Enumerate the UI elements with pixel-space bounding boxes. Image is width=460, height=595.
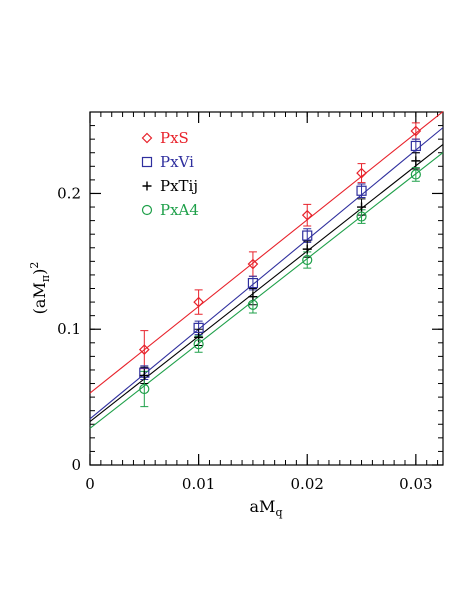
x-tick-label: 0 (85, 475, 95, 493)
legend-label-pxvi: PxVi (160, 153, 194, 171)
x-tick-label: 0.01 (182, 475, 215, 493)
data-point-pxs (410, 125, 422, 137)
data-point-pxa4 (139, 383, 150, 395)
data-point-pxvi (356, 185, 367, 196)
error-bar-pxs (194, 289, 203, 315)
data-point-pxtij (302, 244, 312, 254)
data-point-pxtij (248, 292, 258, 302)
legend-marker-pxvi (141, 156, 153, 168)
legend-label-pxtij: PxTij (160, 177, 198, 195)
data-point-pxa4 (247, 299, 259, 310)
data-point-pxs (247, 258, 259, 270)
y-axis-title: (aMπ)2 (28, 262, 52, 315)
error-bar-pxa4 (303, 251, 312, 269)
data-point-pxs (193, 296, 204, 308)
x-tick-label: 0.03 (399, 475, 432, 493)
data-point-pxvi (193, 322, 204, 333)
error-bars (140, 122, 420, 408)
legend-label-pxa4: PxA4 (160, 201, 199, 219)
data-point-pxtij (139, 370, 149, 380)
legend-marker-pxs (141, 132, 153, 144)
fit-line-pxs (89, 111, 444, 394)
legend-label-pxs: PxS (160, 129, 189, 147)
data-point-pxvi (302, 230, 313, 241)
axis-ticks (89, 112, 443, 466)
data-markers (138, 125, 422, 395)
data-point-pxtij (411, 156, 421, 166)
y-tick-label: 0.1 (57, 320, 81, 338)
data-point-pxa4 (193, 339, 204, 350)
y-tick-label: 0 (71, 456, 81, 474)
legend: PxS PxVi PxTij PxA4 (141, 129, 199, 219)
data-point-pxa4 (302, 254, 313, 266)
legend-marker-pxa4 (141, 204, 153, 216)
data-point-pxtij (357, 202, 367, 212)
data-point-pxa4 (356, 211, 367, 222)
y-tick-label: 0.2 (57, 184, 81, 202)
x-axis-title: aMq (250, 497, 283, 519)
data-point-pxs (301, 209, 313, 221)
legend-marker-pxtij (142, 181, 152, 191)
data-point-pxs (138, 344, 150, 355)
error-bar-pxs (303, 203, 312, 227)
error-bar-pxs (357, 163, 366, 184)
error-bar-pxs (248, 251, 257, 277)
x-tick-label: 0.02 (291, 475, 324, 493)
fit-line-pxa4 (89, 152, 444, 429)
data-point-pxa4 (410, 169, 421, 180)
tick-labels: 0 0.01 0.02 0.03 0 0.1 0.2 (57, 184, 432, 493)
data-point-pxtij (194, 332, 204, 342)
error-bar-pxs (140, 330, 149, 370)
data-point-pxvi (247, 277, 259, 289)
data-point-pxs (356, 167, 367, 179)
data-point-pxvi (410, 140, 421, 152)
